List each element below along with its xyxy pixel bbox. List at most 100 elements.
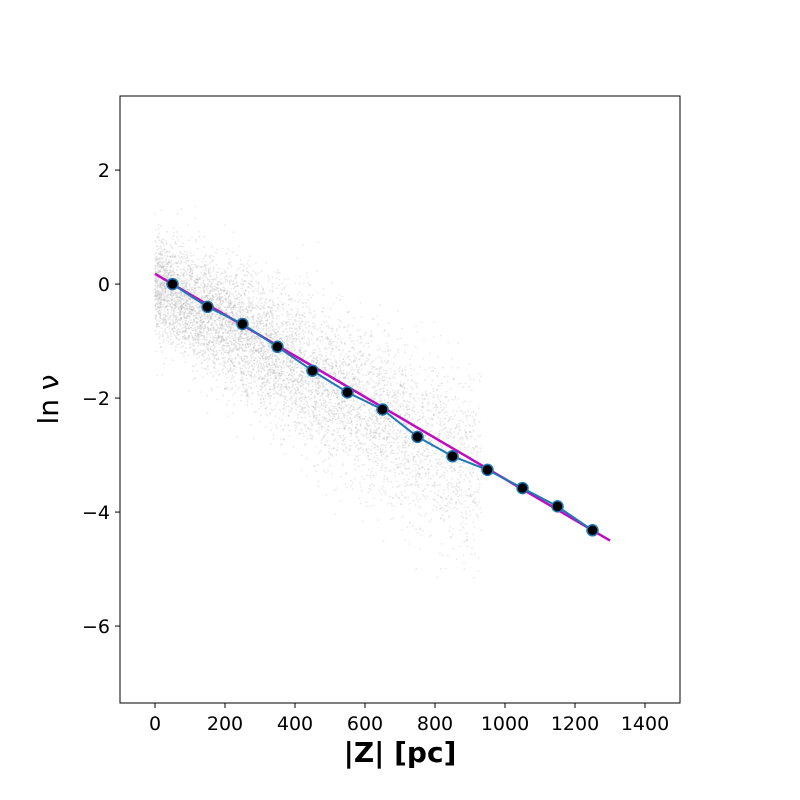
scatter-point xyxy=(383,540,385,542)
scatter-point xyxy=(257,324,259,326)
scatter-point xyxy=(184,307,186,309)
scatter-point xyxy=(222,347,224,349)
scatter-point xyxy=(374,426,376,428)
scatter-point xyxy=(301,406,303,408)
scatter-point xyxy=(210,329,212,331)
scatter-point xyxy=(257,301,259,303)
scatter-point xyxy=(446,414,448,416)
scatter-point xyxy=(236,294,238,296)
scatter-point xyxy=(335,348,337,350)
scatter-point xyxy=(266,343,268,345)
scatter-point xyxy=(370,453,372,455)
scatter-point xyxy=(348,382,350,384)
scatter-point xyxy=(363,363,365,365)
scatter-point xyxy=(161,251,163,253)
scatter-point xyxy=(360,369,362,371)
scatter-point xyxy=(358,412,360,414)
scatter-point xyxy=(402,429,404,431)
scatter-point xyxy=(275,310,277,312)
scatter-point xyxy=(340,360,342,362)
scatter-point xyxy=(386,479,388,481)
scatter-point xyxy=(192,379,194,381)
scatter-point xyxy=(397,405,399,407)
scatter-point xyxy=(408,455,410,457)
scatter-point xyxy=(425,419,427,421)
scatter-point xyxy=(320,422,322,424)
scatter-point xyxy=(327,429,329,431)
scatter-point xyxy=(418,506,420,508)
scatter-point xyxy=(336,362,338,364)
scatter-point xyxy=(432,509,434,511)
scatter-point xyxy=(310,313,312,315)
scatter-point xyxy=(391,505,393,507)
scatter-point xyxy=(454,415,456,417)
scatter-point xyxy=(355,383,357,385)
scatter-point xyxy=(214,335,216,337)
scatter-point xyxy=(232,375,234,377)
scatter-point xyxy=(425,458,427,460)
scatter-point xyxy=(383,420,385,422)
scatter-point xyxy=(282,314,284,316)
scatter-point xyxy=(458,471,460,473)
scatter-point xyxy=(211,389,213,391)
scatter-point xyxy=(289,436,291,438)
scatter-point xyxy=(228,400,230,402)
scatter-point xyxy=(325,494,327,496)
scatter-point xyxy=(398,410,400,412)
scatter-point xyxy=(291,332,293,334)
scatter-point xyxy=(443,410,445,412)
scatter-point xyxy=(360,434,362,436)
scatter-point xyxy=(229,337,231,339)
scatter-point xyxy=(229,275,231,277)
scatter-point xyxy=(213,328,215,330)
scatter-point xyxy=(287,365,289,367)
scatter-point xyxy=(218,343,220,345)
scatter-point xyxy=(202,326,204,328)
scatter-point xyxy=(480,529,482,531)
scatter-point xyxy=(180,284,182,286)
scatter-point xyxy=(419,419,421,421)
scatter-point xyxy=(243,350,245,352)
scatter-point xyxy=(330,365,332,367)
scatter-point xyxy=(465,513,467,515)
scatter-point xyxy=(315,421,317,423)
scatter-point xyxy=(441,466,443,468)
scatter-point xyxy=(399,466,401,468)
scatter-point xyxy=(448,420,450,422)
scatter-point xyxy=(451,485,453,487)
scatter-point xyxy=(418,398,420,400)
scatter-point xyxy=(350,485,352,487)
scatter-point xyxy=(395,425,397,427)
scatter-point xyxy=(359,358,361,360)
scatter-point xyxy=(325,352,327,354)
scatter-point xyxy=(197,248,199,250)
scatter-point xyxy=(336,342,338,344)
scatter-point xyxy=(200,291,202,293)
scatter-point xyxy=(207,361,209,363)
scatter-point xyxy=(303,342,305,344)
scatter-point xyxy=(184,275,186,277)
scatter-point xyxy=(377,324,379,326)
scatter-point xyxy=(293,393,295,395)
scatter-point xyxy=(386,467,388,469)
scatter-point xyxy=(188,289,190,291)
scatter-point xyxy=(386,392,388,394)
scatter-point xyxy=(433,321,435,323)
scatter-point xyxy=(230,332,232,334)
scatter-point xyxy=(330,351,332,353)
scatter-point xyxy=(290,390,292,392)
scatter-point xyxy=(294,424,296,426)
scatter-point xyxy=(304,382,306,384)
scatter-point xyxy=(466,532,468,534)
scatter-point xyxy=(325,404,327,406)
scatter-point xyxy=(354,459,356,461)
scatter-point xyxy=(437,501,439,503)
scatter-point xyxy=(180,235,182,237)
scatter-point xyxy=(197,276,199,278)
scatter-point xyxy=(252,327,254,329)
scatter-point xyxy=(442,445,444,447)
scatter-point xyxy=(175,255,177,257)
scatter-point xyxy=(231,371,233,373)
scatter-point xyxy=(295,392,297,394)
scatter-point xyxy=(180,245,182,247)
